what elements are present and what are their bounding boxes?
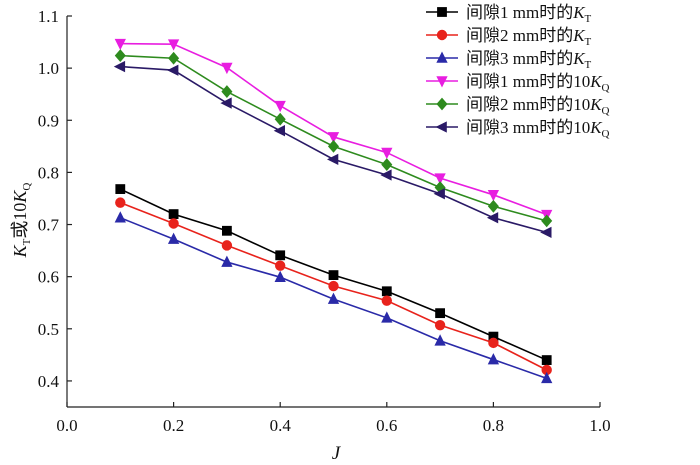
axes bbox=[66, 16, 600, 408]
data-point bbox=[113, 60, 126, 73]
data-point bbox=[488, 337, 499, 349]
data-point bbox=[434, 319, 446, 331]
y-tick-label: 1.1 bbox=[38, 7, 59, 26]
data-point bbox=[275, 250, 286, 261]
data-point bbox=[168, 209, 179, 220]
data-point bbox=[381, 286, 392, 297]
y-axis-label: KT或10KQ bbox=[10, 183, 33, 259]
data-point bbox=[327, 139, 340, 153]
legend-label: 间隙1 mm时的10KQ bbox=[466, 72, 610, 94]
data-point bbox=[541, 214, 553, 228]
y-tick-label: 0.7 bbox=[38, 216, 60, 235]
y-ticks: 0.4 0.5 0.6 0.7 0.8 0.9 1.0 1.1 bbox=[38, 7, 72, 391]
data-point bbox=[167, 232, 180, 244]
legend-label: 间隙2 mm时的10KQ bbox=[466, 95, 610, 117]
data-point bbox=[114, 38, 126, 51]
y-tick-label: 0.8 bbox=[38, 163, 59, 182]
data-point bbox=[114, 211, 126, 223]
data-point bbox=[381, 158, 393, 171]
data-point bbox=[541, 371, 553, 384]
legend-item: 间隙3 mm时的10KQ bbox=[426, 118, 610, 140]
data-point bbox=[381, 295, 393, 306]
data-point bbox=[540, 226, 552, 239]
data-point bbox=[433, 188, 445, 200]
data-point bbox=[274, 100, 286, 113]
x-axis-label: J bbox=[332, 443, 342, 464]
data-point bbox=[114, 49, 126, 63]
data-point bbox=[487, 190, 500, 202]
data-point bbox=[486, 212, 499, 224]
data-point bbox=[221, 255, 233, 267]
legend-item: 间隙1 mm时的KT bbox=[426, 3, 592, 25]
data-point bbox=[273, 125, 286, 137]
series-6 bbox=[113, 60, 552, 239]
x-tick-label: 0.4 bbox=[270, 416, 292, 435]
data-point bbox=[327, 132, 340, 144]
data-point bbox=[168, 218, 179, 229]
legend-marker bbox=[436, 29, 448, 41]
y-tick-label: 0.4 bbox=[38, 372, 60, 391]
data-point bbox=[327, 292, 340, 304]
data-point bbox=[167, 64, 179, 76]
legend-item: 间隙2 mm时的KT bbox=[426, 26, 592, 48]
data-point bbox=[381, 311, 393, 323]
data-point bbox=[115, 197, 126, 208]
data-point bbox=[220, 97, 232, 109]
series-3 bbox=[114, 211, 553, 384]
series-2 bbox=[115, 197, 552, 376]
legend-marker bbox=[436, 51, 448, 63]
y-tick-label: 0.5 bbox=[38, 320, 59, 339]
y-tick-label: 0.6 bbox=[38, 268, 59, 287]
data-point bbox=[434, 173, 446, 185]
legend-item: 间隙3 mm时的KT bbox=[426, 49, 592, 71]
x-tick-label: 0.8 bbox=[483, 416, 504, 435]
x-ticks: 0.0 0.2 0.4 0.6 0.8 1.0 bbox=[56, 402, 611, 435]
legend-item: 间隙1 mm时的10KQ bbox=[426, 72, 610, 94]
legend-label: 间隙1 mm时的KT bbox=[466, 3, 592, 25]
legend-marker bbox=[436, 97, 448, 111]
y-tick-label: 0.9 bbox=[38, 111, 59, 130]
data-point bbox=[380, 169, 392, 181]
data-point bbox=[115, 184, 126, 194]
data-point bbox=[274, 112, 286, 126]
data-point bbox=[328, 280, 339, 292]
legend-marker bbox=[437, 7, 447, 17]
data-point bbox=[221, 62, 233, 75]
legend-marker bbox=[435, 121, 447, 133]
legend-label: 间隙2 mm时的KT bbox=[466, 26, 592, 48]
data-point bbox=[541, 355, 552, 365]
data-point bbox=[435, 308, 446, 319]
series-layer bbox=[113, 38, 553, 384]
x-tick-label: 1.0 bbox=[589, 416, 610, 435]
y-tick-label: 1.0 bbox=[38, 59, 59, 78]
x-tick-label: 0.6 bbox=[376, 416, 397, 435]
data-point bbox=[274, 270, 286, 282]
data-point bbox=[221, 225, 232, 236]
series-1 bbox=[115, 184, 552, 365]
data-point bbox=[381, 147, 393, 160]
data-point bbox=[434, 334, 446, 346]
data-point bbox=[487, 353, 500, 365]
data-point bbox=[221, 85, 233, 99]
data-point bbox=[167, 39, 180, 51]
legend-label: 间隙3 mm时的KT bbox=[466, 49, 592, 71]
data-point bbox=[487, 199, 499, 213]
data-point bbox=[221, 240, 233, 251]
legend-label: 间隙3 mm时的10KQ bbox=[466, 118, 610, 140]
data-point bbox=[327, 153, 339, 166]
legend-item: 间隙2 mm时的10KQ bbox=[426, 95, 610, 117]
data-point bbox=[168, 51, 180, 65]
data-point bbox=[328, 270, 339, 281]
data-point bbox=[275, 260, 286, 271]
legend-marker bbox=[436, 76, 448, 88]
x-tick-label: 0.0 bbox=[56, 416, 77, 435]
x-tick-label: 0.2 bbox=[163, 416, 184, 435]
